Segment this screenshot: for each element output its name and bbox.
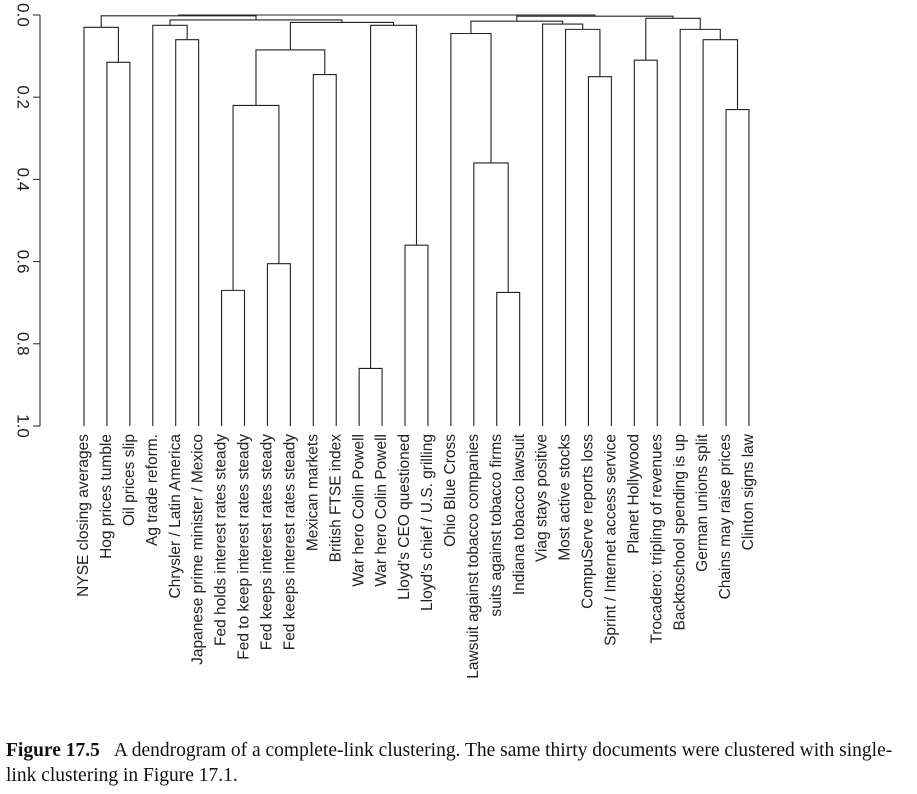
- leaf-label: Backtoschool spending is up: [671, 434, 688, 630]
- leaf-label: War hero Colin Powell: [350, 434, 367, 587]
- leaf-label: Fed keeps interest rates steady: [281, 434, 298, 651]
- merge-link: [725, 108, 750, 426]
- merge-link: [221, 289, 246, 426]
- leaf-label: Viag stays positive: [534, 434, 551, 562]
- leaf-label: British FTSE index: [327, 434, 344, 563]
- y-tick-label: 0.8: [14, 332, 33, 356]
- leaf-label: Fed keeps interest rates steady: [259, 434, 276, 651]
- y-tick-label: 0.4: [14, 168, 33, 192]
- leaf-label: Ohio Blue Cross: [442, 434, 459, 547]
- merge-link: [106, 61, 131, 426]
- merge-link: [312, 74, 337, 426]
- leaf-label: Sprint / Internet access service: [602, 434, 619, 646]
- merge-link: [470, 20, 564, 34]
- leaf-label: Ag trade reform.: [144, 434, 161, 546]
- merge-link: [473, 162, 509, 426]
- merge-link: [152, 24, 188, 426]
- merge-link: [404, 244, 429, 426]
- leaf-label: Planet Hollywood: [625, 434, 642, 554]
- merge-link: [358, 367, 383, 426]
- merge-link: [542, 23, 584, 426]
- leaf-label: Lloyd's chief / U.S. grilling: [419, 434, 436, 611]
- leaf-label: Fed holds interest rates steady: [213, 434, 230, 646]
- leaf-label: Japanese prime minister / Mexico: [190, 434, 207, 665]
- merge-link: [496, 291, 521, 426]
- caption-text: A dendrogram of a complete-link clusteri…: [6, 740, 893, 786]
- leaf-label: Chrysler / Latin America: [167, 434, 184, 599]
- y-tick-label: 1.0: [14, 414, 33, 438]
- leaf-label: Chains may raise prices: [717, 434, 734, 600]
- merge-link: [450, 32, 492, 426]
- leaf-label: Most active stocks: [557, 434, 574, 561]
- merge-link: [645, 17, 701, 61]
- merge-link: [564, 28, 601, 426]
- leaf-label: War hero Colin Powell: [373, 434, 390, 587]
- merge-link: [289, 21, 395, 50]
- leaf-label: NYSE closing averages: [75, 434, 92, 597]
- leaf-label: Trocadero: tripling of revenues: [648, 434, 665, 644]
- merge-link: [175, 39, 200, 426]
- y-axis: 0.0 0.2 0.4 0.6 0.8 1.0: [14, 3, 41, 438]
- merge-link: [633, 59, 658, 426]
- y-tick-label: 0.0: [14, 3, 33, 27]
- y-tick-label: 0.2: [14, 85, 33, 109]
- leaf-label: Lawsuit against tobacco companies: [465, 434, 482, 679]
- figure-label: Figure 17.5: [6, 740, 100, 761]
- leaf-labels: NYSE closing averages Hog prices tumble Oi…: [75, 433, 757, 679]
- merge-link: [178, 14, 596, 17]
- leaf-label: suits against tobacco firms: [488, 434, 505, 617]
- merge-link: [232, 104, 280, 291]
- dendrogram-figure: 0.0 0.2 0.4 0.6 0.8 1.0 NYSE closing averages…: [14, 3, 758, 679]
- merge-link: [83, 26, 119, 426]
- y-tick-label: 0.6: [14, 250, 33, 274]
- leaf-label: Hog prices tumble: [98, 434, 115, 559]
- merge-link: [587, 76, 612, 426]
- leaf-label: Fed to keep interest rates steady: [236, 434, 253, 660]
- leaf-label: Lloyd's CEO questioned: [396, 434, 413, 600]
- merge-link: [679, 28, 721, 426]
- leaf-label: Mexican markets: [304, 434, 321, 551]
- leaf-label: CompuServe reports loss: [580, 434, 597, 609]
- leaf-label: Oil prices slip: [121, 434, 138, 526]
- figure-caption: Figure 17.5 A dendrogram of a complete-li…: [6, 738, 911, 788]
- dendrogram-links: [83, 14, 750, 426]
- leaf-label: German unions split: [694, 433, 711, 572]
- leaf-label: Indiana tobacco lawsuit: [511, 433, 528, 595]
- merge-link: [370, 24, 418, 369]
- merge-link: [266, 263, 291, 426]
- merge-link: [702, 39, 739, 426]
- merge-link: [255, 49, 326, 106]
- leaf-label: Clinton signs law: [740, 433, 757, 550]
